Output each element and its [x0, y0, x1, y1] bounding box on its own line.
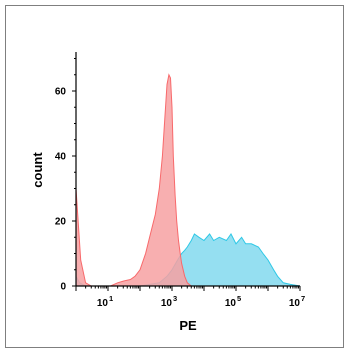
x-tick-exponent: 1: [109, 294, 113, 303]
y-tick-label: 0: [60, 282, 66, 293]
y-tick-label: 20: [55, 217, 67, 228]
y-tick-label: 40: [55, 152, 67, 163]
x-tick-label: 107: [289, 294, 305, 309]
series-layer: [76, 75, 300, 286]
y-tick-label: 60: [55, 87, 67, 98]
x-tick-group: 101 103 105 107: [76, 286, 305, 309]
x-tick-label: 103: [161, 294, 177, 309]
x-axis-title: PE: [179, 318, 197, 333]
y-axis-title: count: [30, 152, 45, 188]
y-tick-group: 0 20 40 60: [55, 59, 76, 293]
x-tick-label: 105: [225, 294, 241, 309]
x-tick-label: 101: [97, 294, 113, 309]
x-tick-exponent: 7: [301, 294, 305, 303]
x-tick-exponent: 3: [173, 294, 177, 303]
x-tick-exponent: 5: [237, 294, 241, 303]
series-0-area: [76, 75, 191, 286]
series-1-area: [76, 234, 300, 286]
